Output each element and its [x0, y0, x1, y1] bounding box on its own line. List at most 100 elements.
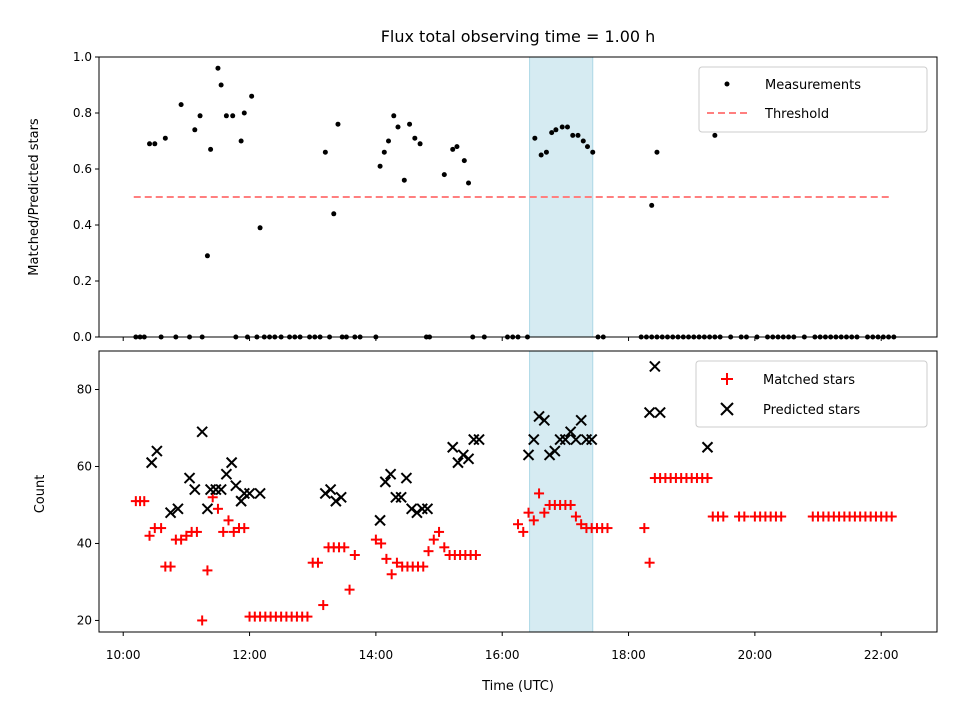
measurement-point [538, 152, 544, 158]
predicted-star-point [243, 487, 256, 500]
measurement-point [590, 149, 596, 155]
measurement-point [584, 144, 590, 150]
predicted-star-point [225, 456, 238, 469]
predicted-star-point [172, 503, 184, 515]
predicted-star-point [421, 503, 434, 515]
predicted-star-point [452, 456, 464, 469]
matched-star-point [181, 530, 192, 541]
matched-star-point [176, 534, 187, 545]
matched-star-point [513, 519, 523, 530]
matched-star-point [165, 561, 176, 572]
matched-star-point [534, 488, 545, 499]
matched-star-point [528, 515, 539, 526]
predicted-star-point [649, 360, 661, 373]
legend-predicted-marker [720, 402, 734, 416]
matched-star-point [602, 523, 613, 534]
x-ticks: 10:00 12:00 14:00 16:00 18:00 20:00 22:00 [106, 337, 899, 662]
matched-star-point [739, 511, 750, 522]
predicted-star-point [151, 445, 163, 457]
x-tick-label: 18:00 [611, 648, 646, 662]
matched-star-point [312, 557, 323, 568]
matched-star-point [639, 523, 650, 534]
legend-matched-marker [721, 373, 733, 385]
measurement-point [178, 102, 184, 108]
bottom-axes-frame [98, 350, 938, 633]
top-axes-frame [98, 56, 938, 338]
predicted-star-point [384, 468, 397, 480]
matched-star-point [391, 557, 402, 568]
legend-matched-label: Matched stars [763, 373, 855, 388]
predicted-star-point [462, 453, 475, 465]
matched-star-point [386, 569, 397, 580]
bottom-y-tick-label: 80 [77, 382, 92, 396]
matched-star-point [302, 611, 313, 622]
predicted-star-point [330, 495, 342, 507]
predicted-star-point [395, 491, 407, 503]
measurement-point [580, 138, 586, 144]
matched-star-point [223, 515, 234, 526]
matched-star-point [702, 473, 713, 484]
bottom-y-ticks: 20 40 60 80 [77, 382, 99, 627]
matched-star-point [218, 526, 229, 537]
measurement-point [208, 146, 214, 152]
predicted-star-point [324, 483, 337, 496]
predicted-star-point [533, 410, 545, 423]
top-y-tick-label: 0.0 [73, 330, 92, 344]
matched-star-point [776, 511, 787, 522]
predicted-star-point [701, 441, 714, 453]
bottom-y-tick-label: 20 [77, 613, 92, 627]
measurement-point [575, 132, 581, 138]
predicted-star-point [522, 449, 535, 461]
measurement-point [257, 225, 263, 231]
measurement-point [401, 177, 407, 183]
matched-star-point [523, 507, 534, 518]
top-panel: 0.0 0.2 0.4 0.6 0.8 1.0 Matched/Predicted sta… [27, 50, 938, 344]
predicted-star-point [319, 487, 332, 500]
measurement-point [204, 253, 210, 259]
measurement-point [395, 124, 401, 130]
measurement-point [532, 135, 538, 141]
matched-star-point [644, 557, 655, 568]
measurement-point [215, 65, 221, 71]
x-tick-label: 22:00 [864, 648, 899, 662]
x-tick-label: 16:00 [485, 648, 520, 662]
measurement-point [553, 127, 559, 133]
top-y-tick-label: 0.8 [73, 106, 92, 120]
matched-star-point [434, 526, 445, 537]
predicted-star-point [528, 433, 540, 446]
measurement-point [412, 135, 418, 141]
matched-star-point [376, 538, 387, 549]
predicted-star-point [145, 456, 158, 469]
measurement-point [192, 127, 198, 133]
matched-star-point [349, 550, 360, 561]
predicted-star-point [201, 503, 214, 515]
bottom-legend: Matched stars Predicted stars [695, 360, 928, 428]
legend-measurements-marker [724, 81, 730, 87]
measurement-point [564, 124, 570, 130]
top-y-tick-label: 0.6 [73, 162, 92, 176]
matched-star-point [718, 511, 729, 522]
predicted-star-point [374, 514, 386, 527]
top-y-tick-label: 1.0 [73, 50, 92, 64]
measurement-point [249, 93, 255, 99]
top-highlight-window [529, 56, 594, 338]
chart-title: Flux total observing time = 1.00 h [381, 27, 656, 46]
x-tick-label: 14:00 [359, 648, 394, 662]
matched-star-point [423, 546, 434, 557]
measurement-point [549, 130, 555, 136]
matched-star-point [228, 526, 239, 537]
top-y-tick-label: 0.4 [73, 218, 92, 232]
measurement-point [241, 110, 247, 116]
bottom-panel: 20 40 60 80 10:00 12:00 14:00 16:00 18:00 20:00 2… [33, 337, 938, 694]
x-tick-label: 20:00 [738, 648, 773, 662]
matched-star-point [370, 534, 381, 545]
predicted-star-point [411, 506, 423, 519]
predicted-star-point [538, 414, 551, 426]
top-y-tick-label: 0.2 [73, 274, 92, 288]
measurement-point [152, 141, 158, 147]
predicted-star-point [559, 433, 572, 446]
bottom-legend-box [695, 360, 928, 428]
measurement-point [218, 82, 224, 88]
predicted-star-point [196, 426, 208, 438]
